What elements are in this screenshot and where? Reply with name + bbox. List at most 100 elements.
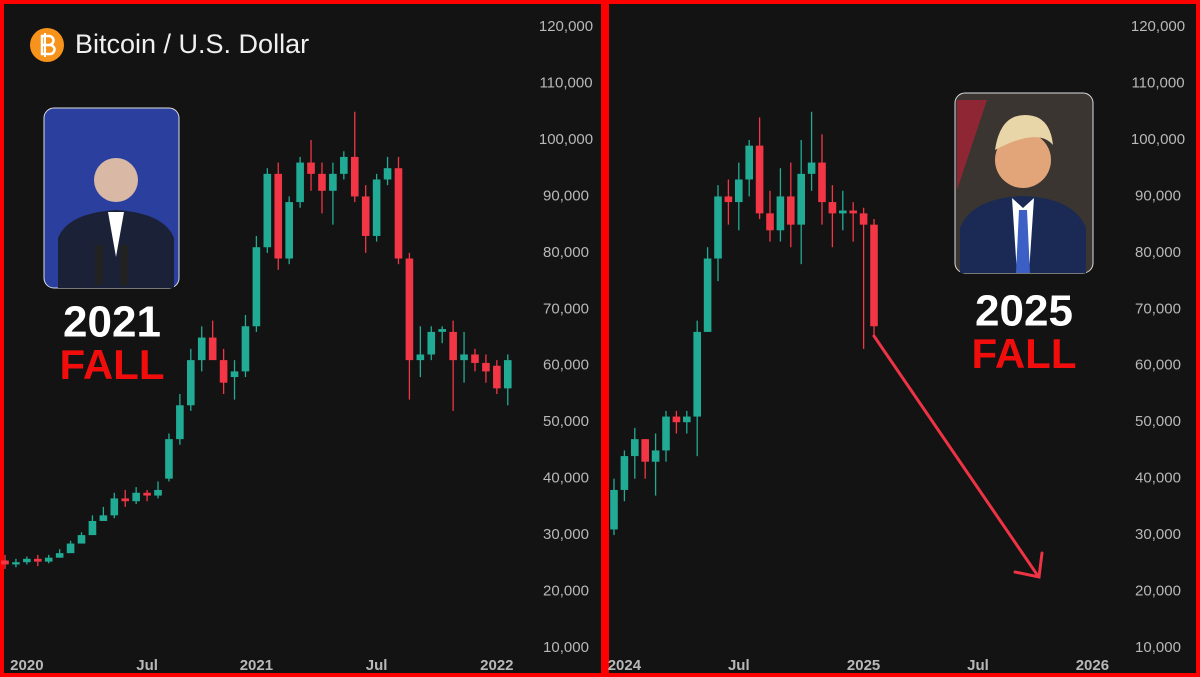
candle-body bbox=[88, 520, 97, 536]
y-tick-label: 40,000 bbox=[1135, 470, 1181, 487]
annotation-year: 2021 bbox=[63, 298, 161, 347]
y-tick-label: 60,000 bbox=[543, 357, 589, 374]
candle-body bbox=[241, 326, 250, 372]
y-tick-label: 40,000 bbox=[543, 470, 589, 487]
candle-body bbox=[318, 173, 326, 191]
candle-body bbox=[12, 562, 20, 565]
photo-right bbox=[954, 92, 1094, 274]
candle-body bbox=[870, 224, 878, 327]
candle-body bbox=[460, 354, 468, 361]
candle-body bbox=[219, 360, 228, 383]
candle-body bbox=[361, 196, 370, 236]
candle-body bbox=[197, 337, 206, 361]
candle-body bbox=[449, 331, 457, 361]
candle-body bbox=[662, 416, 670, 451]
candle-body bbox=[394, 168, 403, 259]
candle-body bbox=[165, 439, 173, 479]
candle-body bbox=[296, 162, 304, 203]
photo-left bbox=[43, 107, 180, 289]
candle-body bbox=[641, 439, 649, 462]
candle-body bbox=[724, 196, 733, 203]
candle-body bbox=[714, 196, 722, 259]
x-tick-label: 2024 bbox=[608, 657, 642, 674]
candle-body bbox=[828, 202, 837, 214]
candle-body bbox=[438, 329, 446, 332]
x-tick-label: 2026 bbox=[1076, 657, 1109, 674]
coin-icon bbox=[30, 28, 64, 62]
y-tick-label: 10,000 bbox=[1135, 639, 1181, 656]
y-tick-label: 100,000 bbox=[539, 131, 593, 148]
y-tick-label: 70,000 bbox=[543, 300, 589, 317]
candle-body bbox=[735, 179, 743, 203]
candle-body bbox=[44, 557, 53, 562]
candle-body bbox=[121, 498, 130, 502]
candle-body bbox=[755, 145, 764, 214]
x-tick-label: Jul bbox=[136, 657, 158, 674]
candle-body bbox=[99, 515, 108, 521]
candle-body bbox=[745, 145, 753, 180]
y-tick-label: 60,000 bbox=[1135, 357, 1181, 374]
y-tick-label: 90,000 bbox=[1135, 187, 1181, 204]
candle-body bbox=[405, 258, 414, 361]
candle-body bbox=[143, 492, 151, 496]
y-tick-label: 120,000 bbox=[1131, 18, 1185, 35]
candle-body bbox=[33, 558, 42, 562]
y-tick-label: 20,000 bbox=[543, 583, 589, 600]
x-tick-label: 2025 bbox=[847, 657, 880, 674]
candle-body bbox=[693, 331, 701, 417]
candle-body bbox=[329, 173, 337, 191]
candle-body bbox=[23, 558, 31, 563]
candle-body bbox=[849, 210, 857, 214]
x-tick-label: Jul bbox=[366, 657, 388, 674]
candle-body bbox=[372, 179, 381, 236]
plots: 10,000 20,000 30,000 40,000 50,000 60,000 70,0… bbox=[1, 18, 1185, 674]
candle-body bbox=[776, 196, 785, 231]
y-tick-label: 10,000 bbox=[543, 639, 589, 656]
candle-body bbox=[66, 543, 75, 554]
candle-body bbox=[132, 492, 140, 502]
candle-body bbox=[252, 247, 261, 327]
candle-body bbox=[1, 560, 9, 565]
candle-body bbox=[110, 498, 119, 516]
y-tick-label: 110,000 bbox=[539, 75, 592, 92]
candle-body bbox=[482, 362, 490, 372]
y-tick-label: 20,000 bbox=[1135, 583, 1181, 600]
x-tick-label: 2022 bbox=[480, 657, 513, 674]
candle-body bbox=[208, 337, 217, 361]
y-tick-label: 30,000 bbox=[543, 526, 589, 543]
candle-body bbox=[471, 354, 479, 363]
candle-body bbox=[797, 173, 805, 225]
chart-title: Bitcoin / U.S. Dollar bbox=[75, 29, 309, 59]
arrow bbox=[872, 334, 1044, 579]
candle-body bbox=[340, 156, 348, 174]
candle-body bbox=[350, 156, 359, 197]
candle-body bbox=[383, 168, 392, 180]
x-tick-label: 2021 bbox=[240, 657, 273, 674]
candle-body bbox=[703, 258, 712, 332]
candle-body bbox=[620, 456, 629, 490]
candle-body bbox=[503, 360, 512, 389]
candle-body bbox=[176, 405, 184, 440]
candle-body bbox=[672, 416, 681, 423]
candle-body bbox=[631, 439, 639, 457]
candle-body bbox=[307, 162, 315, 174]
candle-body bbox=[610, 489, 618, 530]
candle-body bbox=[818, 162, 826, 203]
candle-body bbox=[285, 202, 293, 259]
x-tick-label: 2020 bbox=[10, 657, 43, 674]
annotation-year: 2025 bbox=[975, 287, 1073, 336]
y-tick-label: 80,000 bbox=[1135, 244, 1181, 261]
candle-body bbox=[651, 450, 660, 462]
candle-body bbox=[859, 213, 868, 225]
y-tick-label: 50,000 bbox=[1135, 413, 1181, 430]
candle-body bbox=[766, 213, 774, 231]
candle-body bbox=[839, 210, 847, 214]
candle-body bbox=[263, 173, 272, 248]
y-tick-label: 100,000 bbox=[1131, 131, 1185, 148]
panel-border bbox=[605, 0, 1200, 677]
panel-border bbox=[0, 0, 605, 677]
annotation-label: FALL bbox=[972, 330, 1077, 377]
y-tick-label: 110,000 bbox=[1131, 75, 1184, 92]
candle-body bbox=[274, 173, 283, 259]
